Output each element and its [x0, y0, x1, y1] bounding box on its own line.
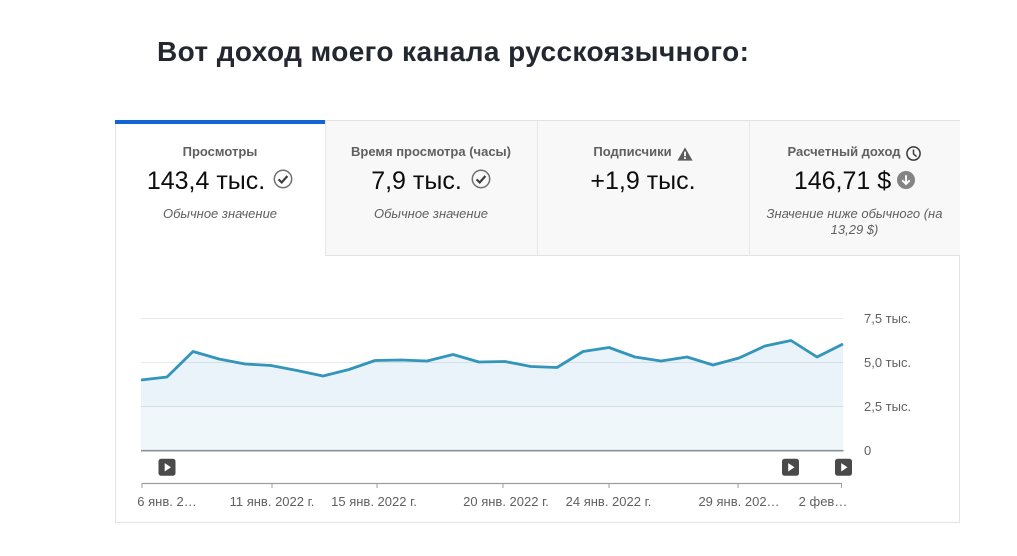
- svg-text:2 фев…: 2 фев…: [799, 494, 848, 509]
- svg-text:6 янв. 2…: 6 янв. 2…: [137, 494, 196, 509]
- svg-text:0: 0: [864, 443, 871, 458]
- svg-text:24 янв. 2022 г.: 24 янв. 2022 г.: [566, 494, 652, 509]
- svg-text:2,5 тыс.: 2,5 тыс.: [864, 399, 911, 414]
- svg-text:20 янв. 2022 г.: 20 янв. 2022 г.: [463, 494, 549, 509]
- svg-text:7,5 тыс.: 7,5 тыс.: [864, 311, 911, 326]
- svg-text:11 янв. 2022 г.: 11 янв. 2022 г.: [230, 494, 315, 509]
- svg-text:15 янв. 2022 г.: 15 янв. 2022 г.: [331, 494, 417, 509]
- svg-text:5,0 тыс.: 5,0 тыс.: [864, 355, 911, 370]
- svg-text:29 янв. 202…: 29 янв. 202…: [698, 494, 779, 509]
